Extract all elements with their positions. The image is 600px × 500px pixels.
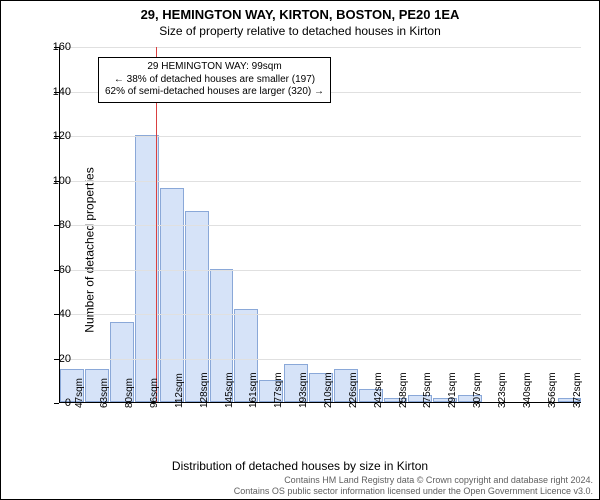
- x-tick-label: 307sqm: [472, 372, 483, 408]
- x-tick-label: 210sqm: [323, 372, 334, 408]
- y-tick-label: 60: [59, 264, 71, 276]
- x-tick-label: 323sqm: [497, 372, 508, 408]
- plot-area: 29 HEMINGTON WAY: 99sqm← 38% of detached…: [59, 47, 581, 403]
- x-tick-label: 226sqm: [348, 372, 359, 408]
- chart-container: 29, HEMINGTON WAY, KIRTON, BOSTON, PE20 …: [0, 0, 600, 500]
- annotation-line: ← 38% of detached houses are smaller (19…: [105, 74, 324, 87]
- gridline: [60, 314, 581, 315]
- x-tick-label: 356sqm: [547, 372, 558, 408]
- x-tick-label: 242sqm: [373, 372, 384, 408]
- y-tick-label: 40: [59, 308, 71, 320]
- gridline: [60, 136, 581, 137]
- y-tick: [54, 403, 59, 404]
- x-tick-label: 258sqm: [398, 372, 409, 408]
- y-tick-label: 120: [53, 130, 71, 142]
- x-tick-label: 177sqm: [273, 372, 284, 408]
- x-tick-label: 372sqm: [572, 372, 583, 408]
- x-tick-label: 275sqm: [422, 372, 433, 408]
- x-tick-label: 145sqm: [224, 372, 235, 408]
- y-tick-label: 0: [65, 397, 71, 409]
- y-tick-label: 20: [59, 353, 71, 365]
- x-tick-label: 161sqm: [248, 372, 259, 408]
- bar: [160, 188, 184, 402]
- footer-line-2: Contains OS public sector information li…: [234, 486, 593, 497]
- y-tick-label: 80: [59, 219, 71, 231]
- chart-subtitle: Size of property relative to detached ho…: [1, 24, 599, 38]
- x-tick-label: 96sqm: [149, 378, 160, 408]
- y-tick-label: 160: [53, 41, 71, 53]
- gridline: [60, 225, 581, 226]
- x-tick-label: 128sqm: [199, 372, 210, 408]
- y-tick-label: 140: [53, 86, 71, 98]
- annotation-box: 29 HEMINGTON WAY: 99sqm← 38% of detached…: [98, 57, 331, 103]
- gridline: [60, 359, 581, 360]
- x-tick-label: 112sqm: [174, 373, 185, 408]
- x-tick-label: 291sqm: [447, 372, 458, 408]
- x-tick-label: 340sqm: [522, 372, 533, 408]
- y-tick-label: 100: [53, 175, 71, 187]
- annotation-line: 29 HEMINGTON WAY: 99sqm: [105, 61, 324, 74]
- gridline: [60, 47, 581, 48]
- chart-title: 29, HEMINGTON WAY, KIRTON, BOSTON, PE20 …: [1, 7, 599, 22]
- footer: Contains HM Land Registry data © Crown c…: [234, 475, 593, 497]
- gridline: [60, 181, 581, 182]
- annotation-line: 62% of semi-detached houses are larger (…: [105, 86, 324, 99]
- x-tick-label: 47sqm: [74, 378, 85, 408]
- footer-line-1: Contains HM Land Registry data © Crown c…: [234, 475, 593, 486]
- gridline: [60, 270, 581, 271]
- x-tick-label: 63sqm: [99, 378, 110, 408]
- x-axis-label: Distribution of detached houses by size …: [1, 459, 599, 473]
- x-tick-label: 80sqm: [124, 378, 135, 408]
- x-tick-label: 193sqm: [298, 372, 309, 408]
